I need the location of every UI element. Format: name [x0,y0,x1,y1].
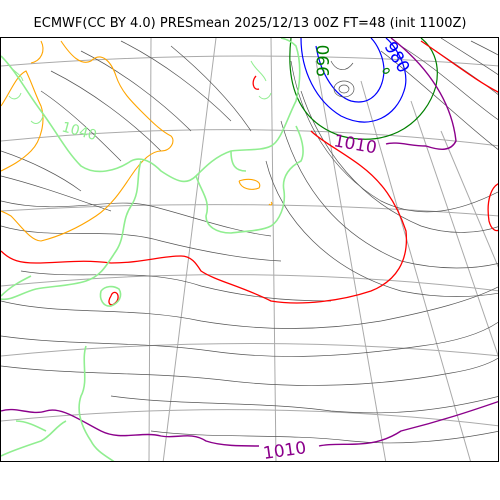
label-1010-bottom: 1010 [262,438,308,462]
thin-isobars [1,38,498,444]
label-990: 990 [314,45,334,77]
isobar-1010 [1,38,498,447]
coastline [1,38,304,461]
label-980: 980 [380,39,414,77]
orange-contours [1,40,273,242]
map-title: ECMWF(CC BY 4.0) PRESmean 2025/12/13 00Z… [33,16,467,31]
pressure-map-svg: 1010 1010 990 1040 980 [1,38,498,462]
label-1040: 1040 [60,119,99,144]
low-center [330,60,355,98]
label-1010-top: 1010 [332,131,378,158]
graticule [1,38,498,461]
isobar-1020 [1,40,498,306]
isobar-990 [289,38,438,140]
pressure-map: 1010 1010 990 1040 980 [0,37,499,462]
isobar-980 [300,38,407,123]
coast-detail [5,60,272,124]
